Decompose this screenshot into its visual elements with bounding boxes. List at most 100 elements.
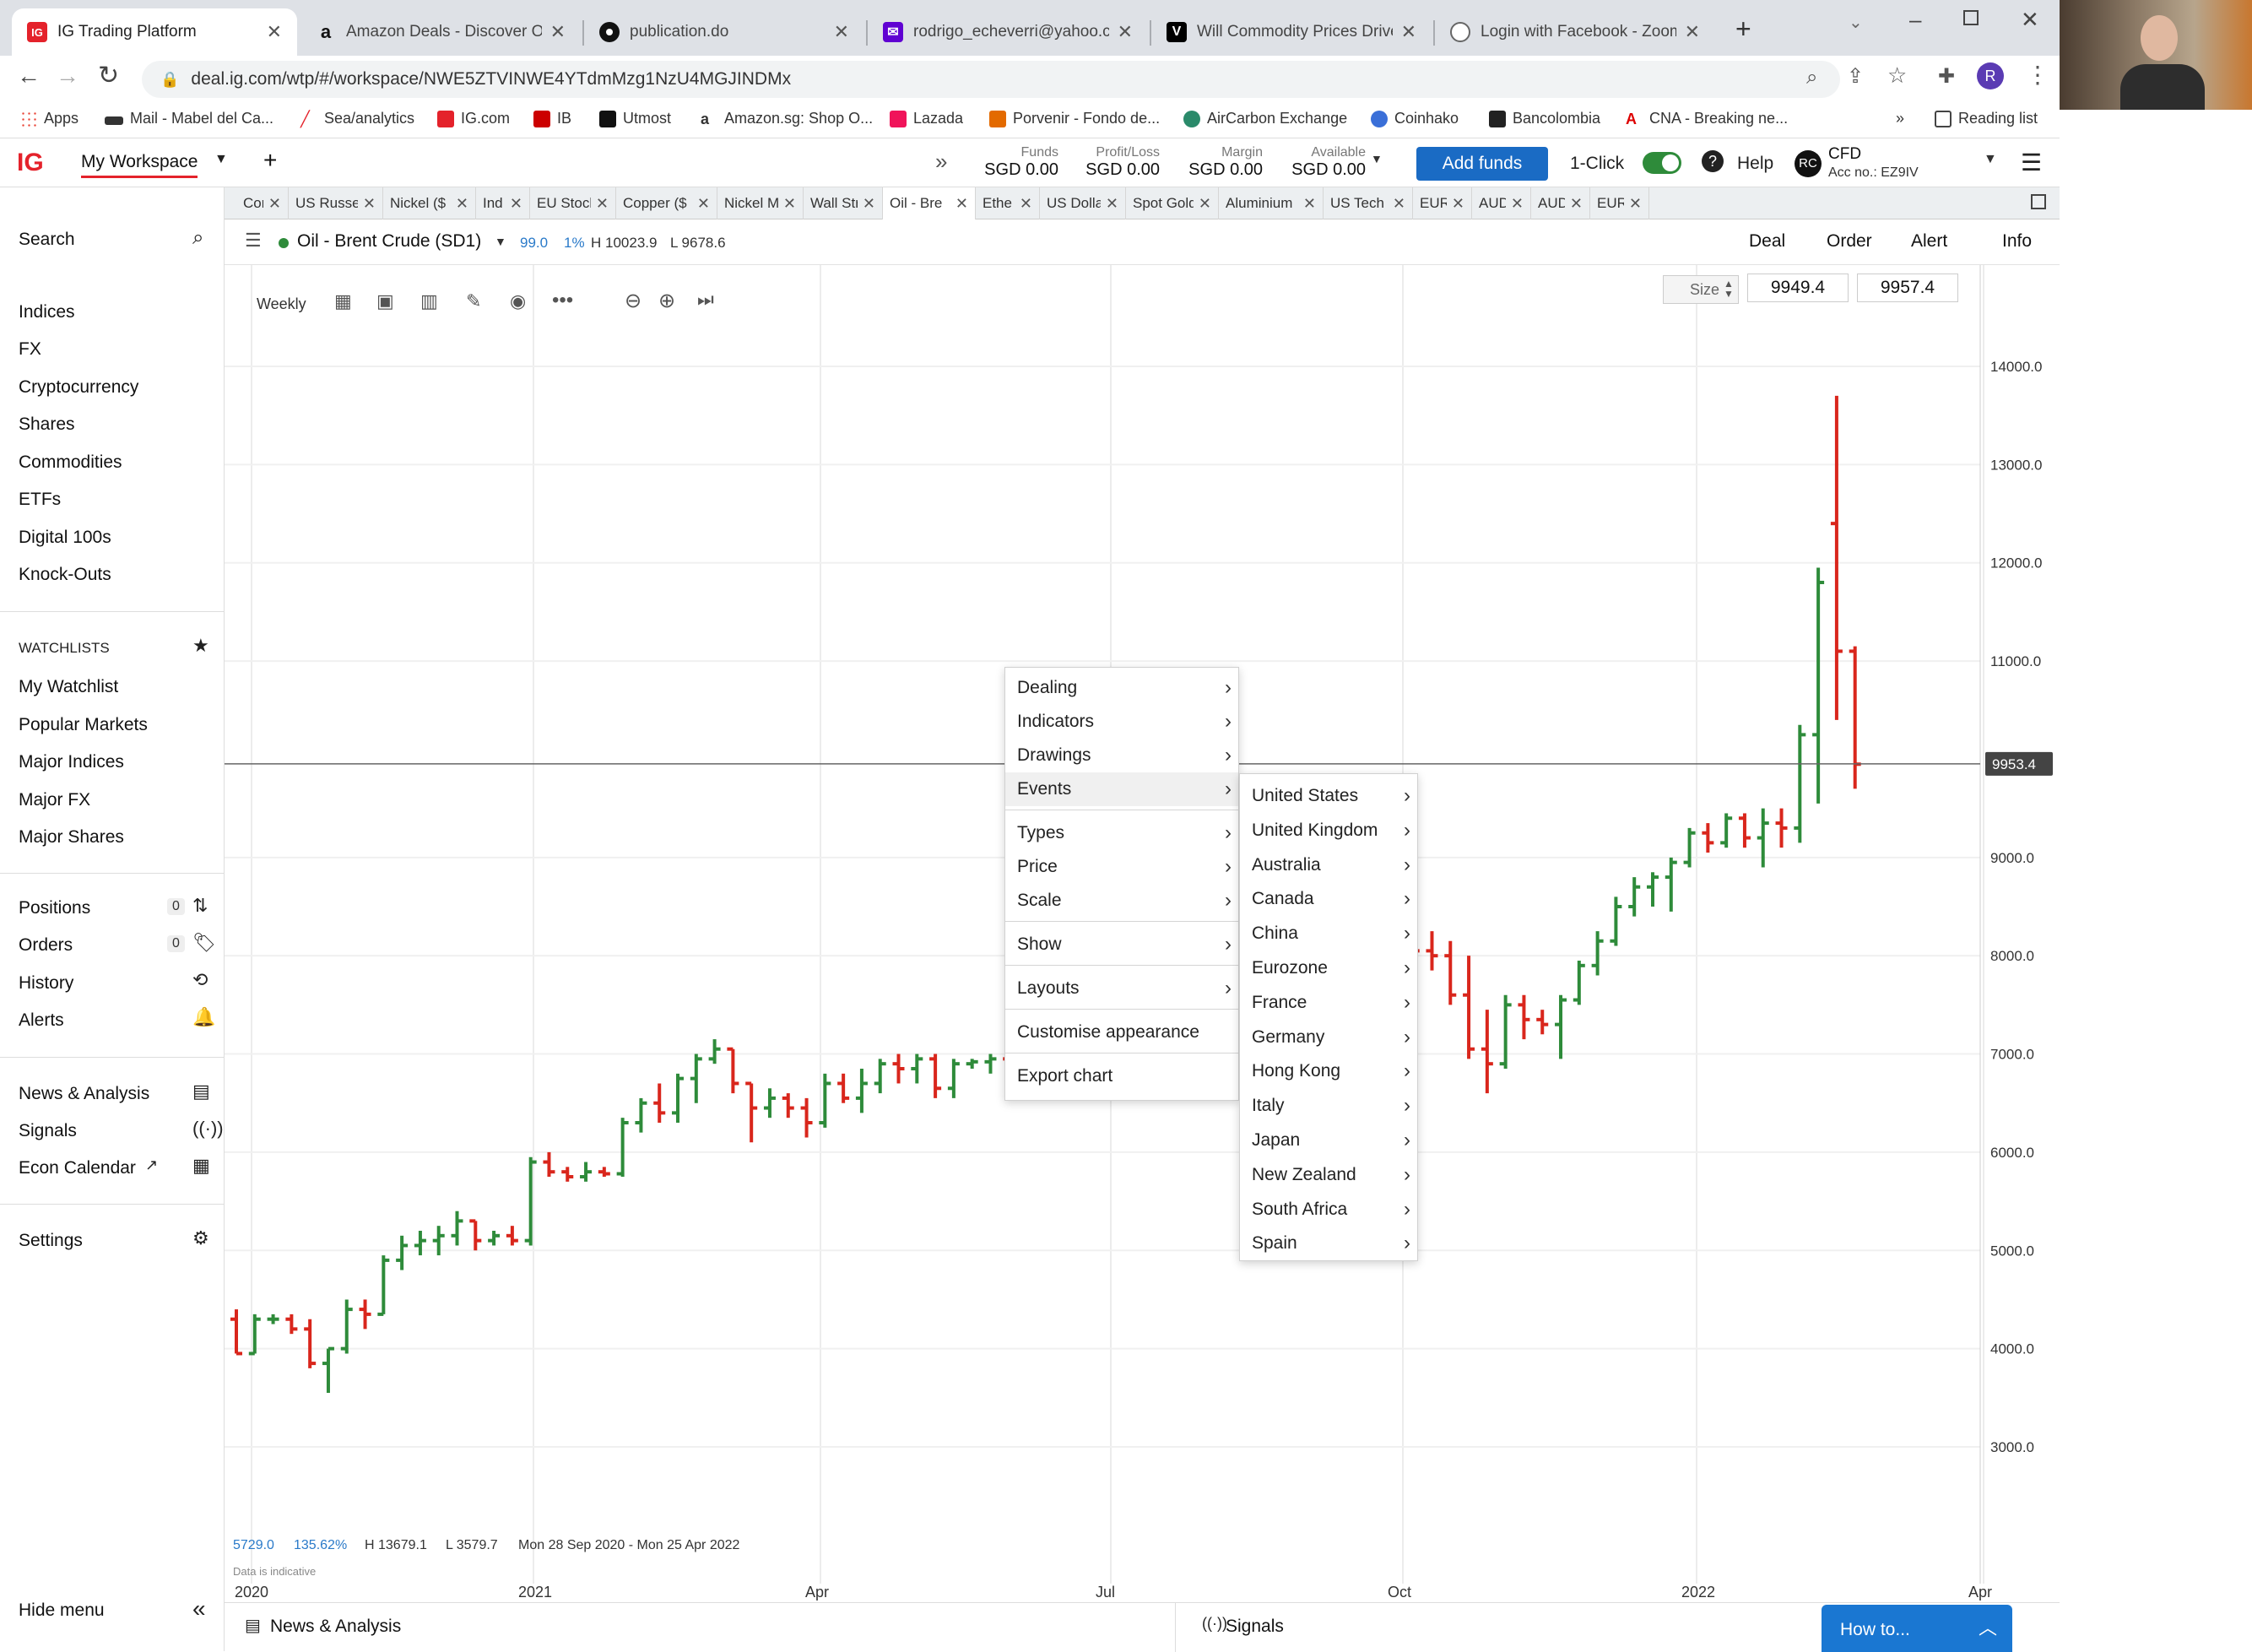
- sidebar-item-settings[interactable]: Settings: [19, 1231, 83, 1250]
- tab-close-icon[interactable]: ✕: [833, 21, 849, 42]
- context-menu-item[interactable]: Customise appearance: [1005, 1016, 1238, 1049]
- window-close-icon[interactable]: ✕: [2021, 7, 2039, 32]
- market-tab-close-icon[interactable]: ✕: [1302, 194, 1316, 212]
- market-tab[interactable]: Copper ($ ✕: [616, 187, 717, 219]
- search-link[interactable]: Search: [19, 230, 75, 249]
- back-icon[interactable]: ←: [17, 62, 41, 89]
- indicator-tool-icon[interactable]: ▥: [420, 290, 438, 311]
- bookmark-lazada[interactable]: Lazada: [890, 110, 963, 127]
- market-tab[interactable]: AUD/✕: [1531, 187, 1590, 219]
- market-tab[interactable]: Com ✕: [236, 187, 289, 219]
- sidebar-item-news[interactable]: News & Analysis: [19, 1084, 150, 1103]
- market-tab[interactable]: AUD/✕: [1472, 187, 1531, 219]
- add-funds-button[interactable]: Add funds: [1416, 147, 1548, 181]
- watchlist-major-fx[interactable]: Major FX: [19, 790, 91, 810]
- sidebar-item-alerts[interactable]: Alerts: [19, 1010, 64, 1030]
- market-tab-close-icon[interactable]: ✕: [1019, 194, 1032, 212]
- event-region-item[interactable]: United Kingdom ›: [1240, 814, 1417, 848]
- sidebar-item-etfs[interactable]: ETFs: [19, 490, 62, 509]
- instrument-name[interactable]: Oil - Brent Crude (SD1): [297, 231, 482, 251]
- hide-menu-button[interactable]: Hide menu: [19, 1601, 105, 1620]
- sidebar-item-positions[interactable]: Positions: [19, 898, 91, 918]
- collapse-chevrons-icon[interactable]: »: [935, 149, 948, 174]
- sidebar-item-history[interactable]: History: [19, 973, 74, 993]
- market-tab-close-icon[interactable]: ✕: [1569, 194, 1583, 212]
- sidebar-item-fx[interactable]: FX: [19, 339, 41, 359]
- market-tab-close-icon[interactable]: ✕: [1628, 194, 1642, 212]
- market-tab[interactable]: Ind ✕: [476, 187, 530, 219]
- list-menu-icon[interactable]: ☰: [2021, 149, 2043, 176]
- bookmark-coinhako[interactable]: Coinhako: [1371, 110, 1459, 127]
- skip-end-icon[interactable]: ⏭: [697, 289, 714, 310]
- sidebar-item-commodities[interactable]: Commodities: [19, 452, 122, 472]
- bookmarks-more-icon[interactable]: »: [1896, 110, 1905, 127]
- browser-tab-yahoo[interactable]: ✉ rodrigo_echeverri@yahoo.com ✕: [868, 8, 1148, 56]
- market-tab[interactable]: Wall Str ✕: [804, 187, 883, 219]
- market-tab[interactable]: US Russel ✕: [289, 187, 383, 219]
- bookmark-ib[interactable]: IB: [533, 110, 571, 127]
- bookmark-amazon[interactable]: a Amazon.sg: Shop O...: [701, 110, 874, 127]
- watchlist-major-shares[interactable]: Major Shares: [19, 827, 124, 847]
- account-avatar[interactable]: RC: [1795, 150, 1822, 177]
- instrument-menu-icon[interactable]: ☰: [245, 230, 262, 251]
- interval-selector[interactable]: Weekly: [257, 295, 306, 312]
- market-tab[interactable]: Nickel ($ ✕: [383, 187, 476, 219]
- market-tab-close-icon[interactable]: ✕: [455, 194, 468, 212]
- market-tab-close-icon[interactable]: ✕: [1392, 194, 1405, 212]
- url-bar[interactable]: 🔒 deal.ig.com/wtp/#/workspace/NWE5ZTVINW…: [142, 61, 1840, 98]
- market-tab-close-icon[interactable]: ✕: [696, 194, 710, 212]
- market-tab-close-icon[interactable]: ✕: [1198, 194, 1211, 212]
- alert-tab[interactable]: Alert: [1911, 231, 1948, 251]
- market-tab-close-icon[interactable]: ✕: [1451, 194, 1464, 212]
- watchlist-my[interactable]: My Watchlist: [19, 677, 119, 696]
- context-menu-item[interactable]: Events ›: [1005, 772, 1238, 806]
- instrument-chevron-icon[interactable]: ▼: [495, 235, 506, 248]
- bookmark-apps[interactable]: Apps: [20, 110, 78, 127]
- sidebar-item-knockouts[interactable]: Knock-Outs: [19, 565, 111, 584]
- buy-price-button[interactable]: 9957.4: [1857, 274, 1958, 302]
- sidebar-item-shares[interactable]: Shares: [19, 414, 75, 434]
- more-icon[interactable]: •••: [552, 289, 574, 311]
- market-tab[interactable]: EU Stock ✕: [530, 187, 616, 219]
- help-link[interactable]: Help: [1737, 154, 1774, 173]
- sidebar-item-econ[interactable]: Econ Calendar: [19, 1158, 136, 1178]
- event-region-item[interactable]: Canada ›: [1240, 882, 1417, 916]
- event-region-item[interactable]: Italy ›: [1240, 1089, 1417, 1123]
- sidebar-item-indices[interactable]: Indices: [19, 302, 75, 322]
- search-icon[interactable]: ⌕: [192, 226, 204, 249]
- ig-logo[interactable]: IG: [17, 149, 44, 176]
- maximize-icon[interactable]: [1963, 10, 1979, 25]
- sidebar-item-crypto[interactable]: Cryptocurrency: [19, 377, 139, 397]
- extensions-icon[interactable]: ✚: [1938, 65, 1956, 88]
- event-region-item[interactable]: Eurozone ›: [1240, 951, 1417, 985]
- sidebar-item-signals[interactable]: Signals: [19, 1121, 77, 1140]
- how-to-button[interactable]: How to... ︿: [1822, 1605, 2012, 1652]
- context-menu-item[interactable]: Show ›: [1005, 928, 1238, 961]
- context-menu-item[interactable]: Export chart: [1005, 1059, 1238, 1093]
- event-region-item[interactable]: Germany ›: [1240, 1021, 1417, 1054]
- bookmark-porvenir[interactable]: Porvenir - Fondo de...: [989, 110, 1160, 127]
- bookmark-star-icon[interactable]: ☆: [1887, 62, 1908, 88]
- event-region-item[interactable]: United States ›: [1240, 779, 1417, 813]
- share-icon[interactable]: ⇪: [1847, 65, 1865, 88]
- help-icon[interactable]: ?: [1702, 150, 1724, 172]
- pencil-icon[interactable]: ✎: [466, 290, 482, 311]
- browser-menu-icon[interactable]: ⋮: [2026, 62, 2049, 88]
- market-tab-close-icon[interactable]: ✕: [782, 194, 796, 212]
- calendar-tool-icon[interactable]: ▦: [334, 290, 352, 311]
- workspace-selector[interactable]: My Workspace: [81, 152, 198, 178]
- minimize-icon[interactable]: –: [1909, 7, 1922, 32]
- size-input[interactable]: Size: [1663, 275, 1739, 304]
- market-tab[interactable]: Oil - Bre ✕: [883, 187, 976, 219]
- market-tab[interactable]: EUR/✕: [1590, 187, 1649, 219]
- event-region-item[interactable]: South Africa ›: [1240, 1193, 1417, 1227]
- context-menu-item[interactable]: Indicators ›: [1005, 705, 1238, 739]
- context-menu-item[interactable]: Price ›: [1005, 850, 1238, 884]
- market-tab-close-icon[interactable]: ✕: [268, 194, 281, 212]
- tab-close-icon[interactable]: ✕: [549, 21, 566, 42]
- profile-avatar[interactable]: R: [1977, 62, 2004, 89]
- context-menu-item[interactable]: Dealing ›: [1005, 671, 1238, 705]
- context-menu-item[interactable]: Scale ›: [1005, 884, 1238, 918]
- market-tab[interactable]: US Dolla ✕: [1040, 187, 1126, 219]
- bookmark-sea[interactable]: ╱ Sea/analytics: [300, 110, 415, 127]
